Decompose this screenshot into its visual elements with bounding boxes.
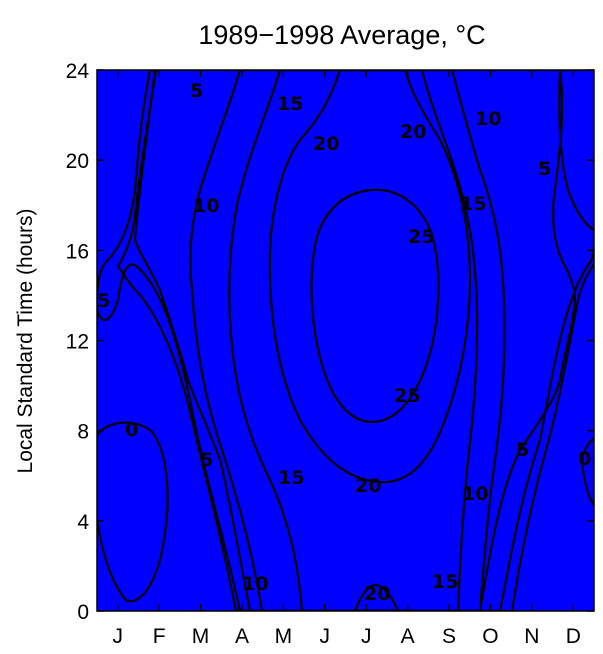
y-tick-label: 24 [66,60,90,83]
contour-label: 15 [432,571,458,593]
band-below-0-dec [581,436,594,507]
contour-label: 20 [313,133,339,155]
chart-title: 1989−1998 Average, °C [198,20,485,50]
x-tick-label: M [275,625,293,648]
x-tick-label: F [153,625,166,648]
x-tick-label: J [320,625,331,648]
contour-label: 0 [578,448,591,470]
y-tick-label: 16 [66,240,89,263]
y-axis-label: Local Standard Time (hours) [14,209,37,474]
band-0-5 [97,70,594,611]
contour-label: 25 [408,226,434,248]
x-tick-label: N [524,625,539,648]
band-5-10 [97,70,594,611]
contour-label: 20 [364,583,390,605]
contour-label: 0 [125,419,138,441]
contour-label: 5 [516,439,529,461]
x-tick-label: J [361,625,372,648]
contour-label: 10 [475,108,501,130]
x-tick-label: A [235,625,249,648]
x-tick-label: A [401,625,415,648]
contour-label: 5 [538,158,551,180]
contour-label: 20 [400,121,426,143]
x-tick-label: M [192,625,210,648]
contour-label: 20 [355,475,381,497]
x-tick-label: J [112,625,123,648]
contour-label: 5 [97,290,110,312]
y-tick-label: 8 [77,421,89,444]
x-tick-label: S [442,625,456,648]
contour-label: 10 [242,573,268,595]
contour-plot-area [97,70,594,611]
contour-label: 5 [200,449,213,471]
band-10-15 [189,70,506,611]
band-20-25-pocket [353,583,400,611]
band-5-10-main [116,70,594,611]
y-tick-label: 20 [66,150,89,173]
x-tick-label: O [482,625,498,648]
contour-label: 15 [278,467,304,489]
y-tick-label: 12 [66,331,89,354]
y-tick-label: 0 [77,601,89,624]
contour-label: 10 [193,195,219,217]
contour-label: 10 [462,483,488,505]
band-below-0-jan [97,421,169,603]
band-above-25 [310,188,440,424]
contour-label: 5 [190,80,203,102]
contour-label: 25 [394,385,420,407]
contour-label: 15 [277,93,303,115]
band-20-25 [268,70,472,484]
contour-labels: 5 15 20 20 10 10 5 15 25 5 25 0 5 15 20 … [97,80,591,605]
x-tick-label: D [566,625,581,648]
y-tick-label: 4 [77,511,89,534]
contour-label: 15 [460,193,486,215]
y-axis-ticks: 0 4 8 12 16 20 24 [66,60,594,624]
